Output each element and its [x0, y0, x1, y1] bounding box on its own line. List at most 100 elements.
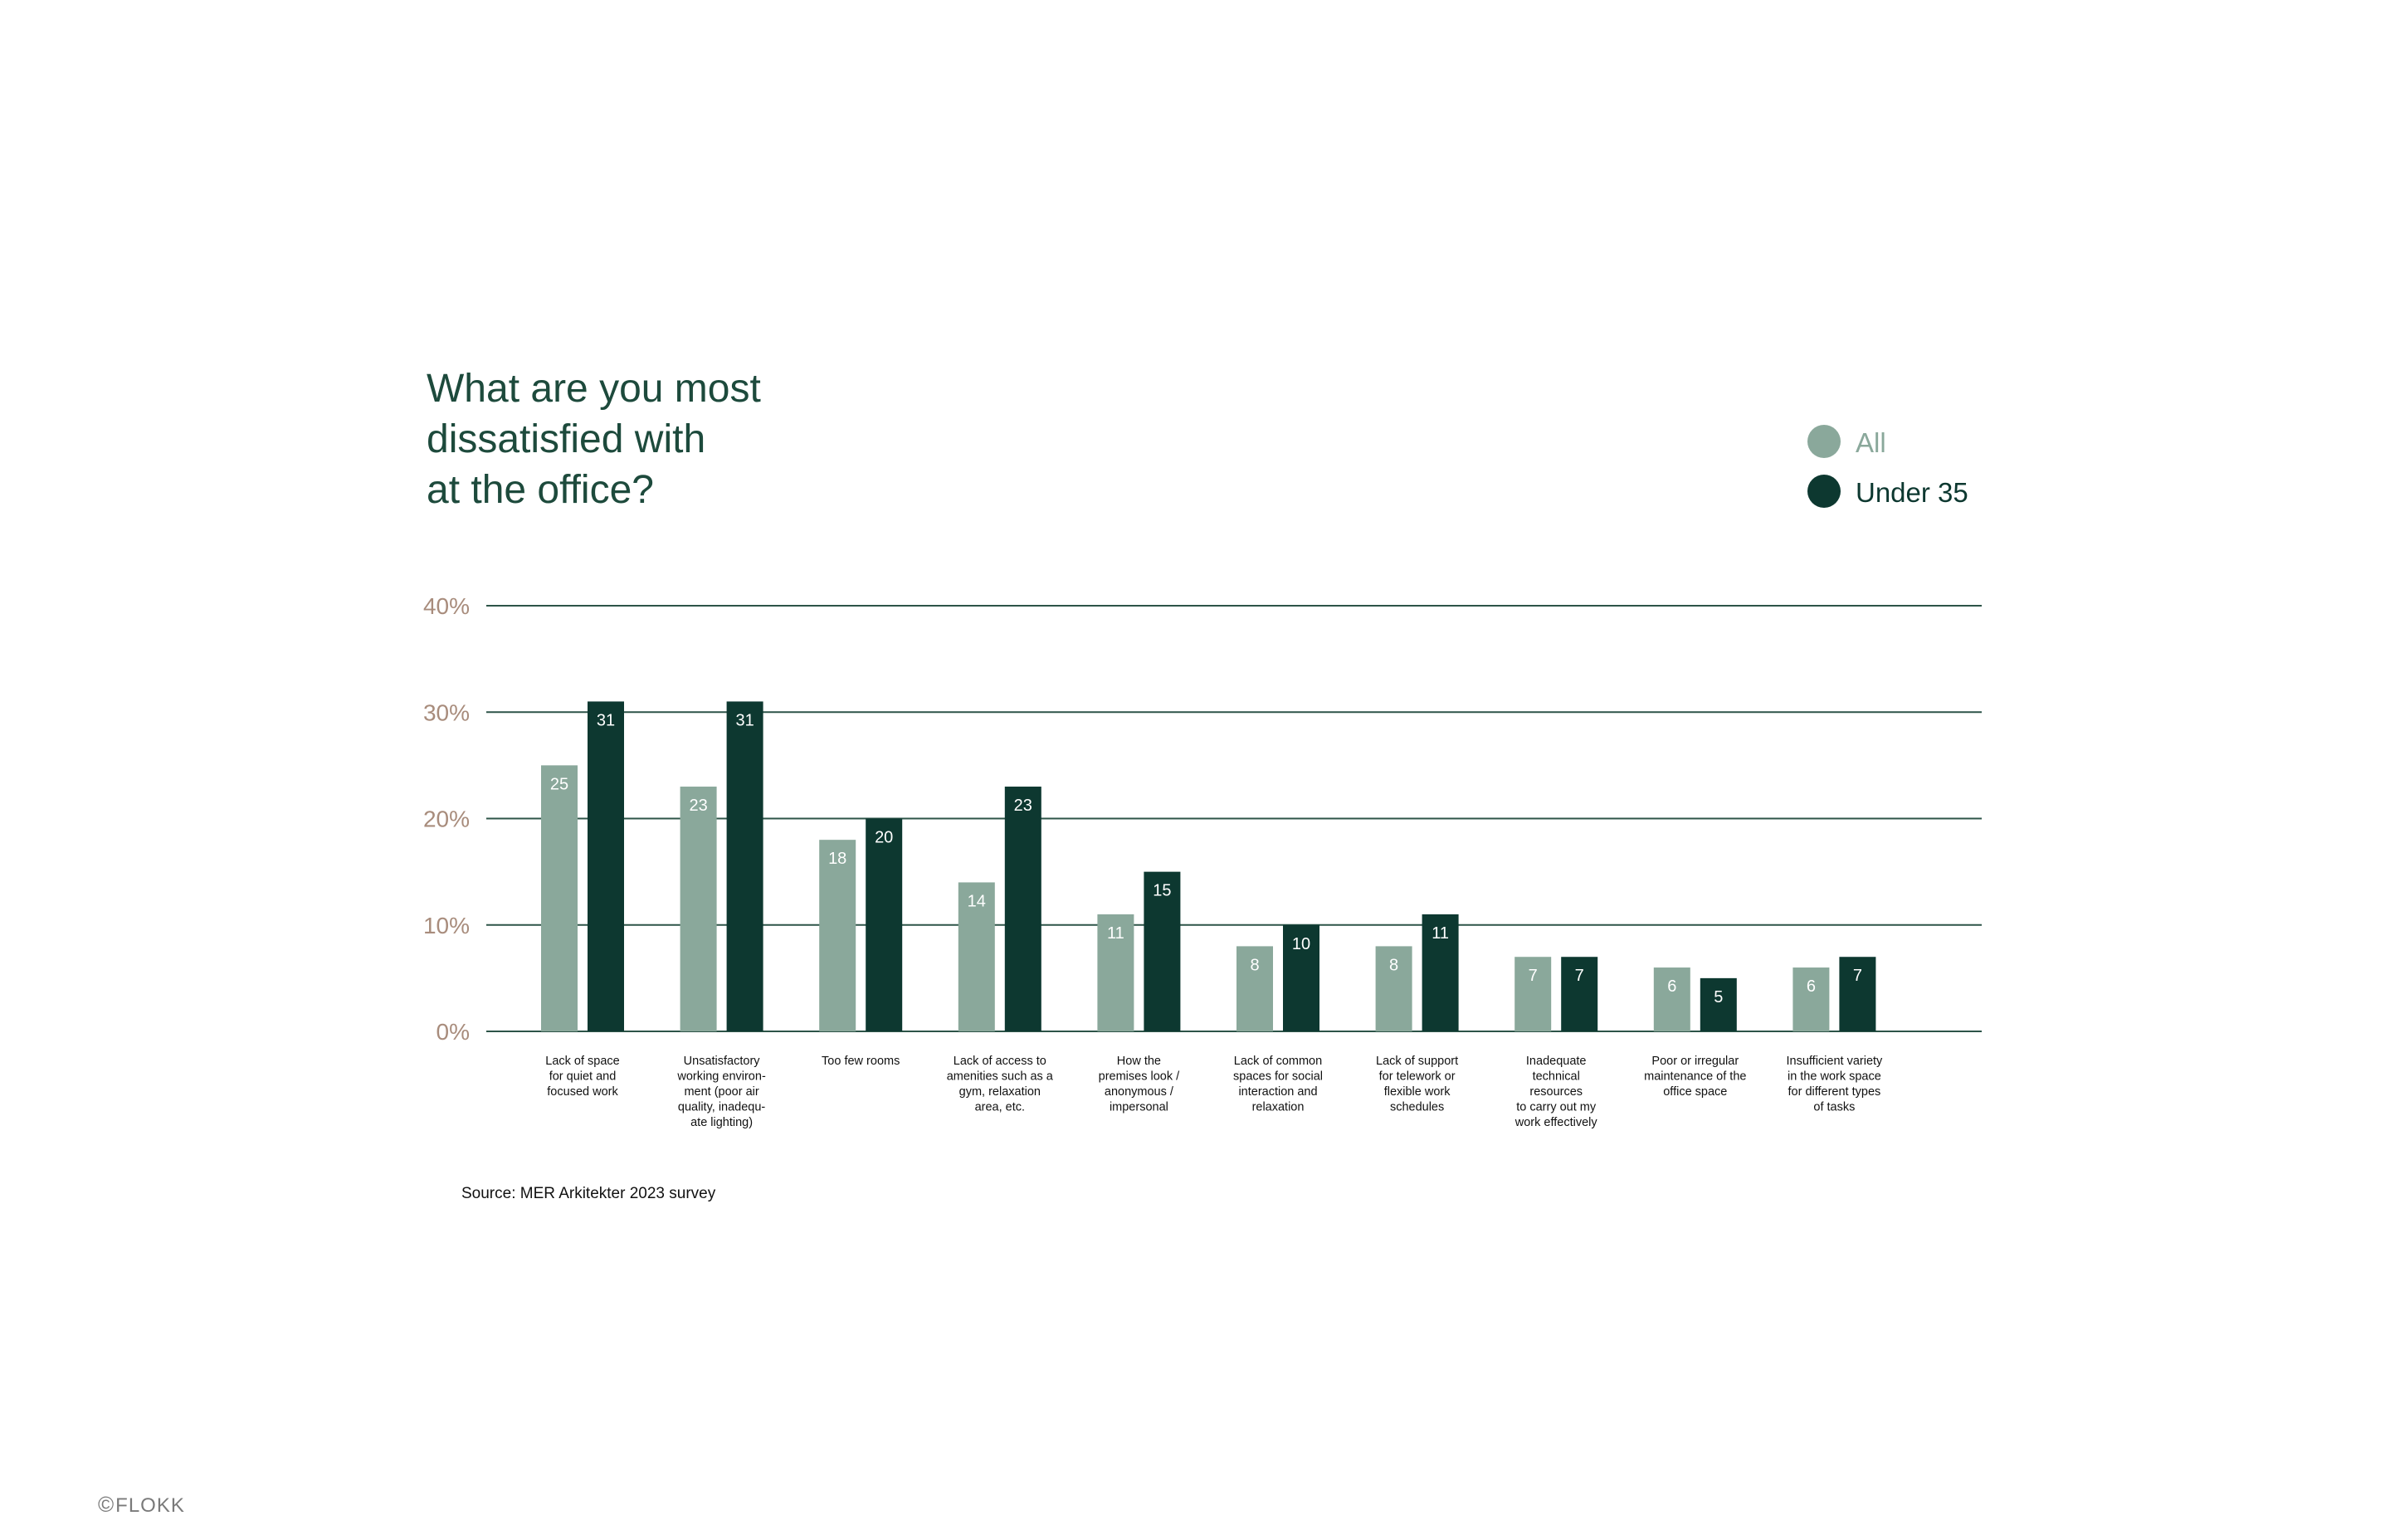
category-label-line: premises look / [1099, 1070, 1180, 1084]
bars [541, 701, 1876, 1031]
category-label-5: How the premises look / anonymous / imperso… [1099, 1055, 1180, 1114]
y-axis-ticks: 0% 10% 20% 30% 40% [423, 593, 470, 1045]
value-label-under-35-4: 23 [1014, 797, 1032, 815]
category-label-10: Insufficient variety in the work space for… [1787, 1055, 1884, 1114]
category-label-line: amenities such as a [947, 1070, 1054, 1084]
flokk-logo: ©FLOKK [98, 1492, 185, 1518]
bar-all-9 [1653, 967, 1690, 1031]
category-label-line: flexible work [1384, 1085, 1451, 1099]
bar-all-10 [1792, 967, 1830, 1031]
bar-all-8 [1514, 957, 1552, 1031]
logo-text: FLOKK [115, 1494, 185, 1517]
category-label-line: ate lighting) [690, 1116, 753, 1129]
legend-swatch-all [1807, 425, 1841, 458]
x-axis-category-labels: Lack of space for quiet and focused work Un… [545, 1055, 1883, 1129]
value-label-under-35-10: 7 [1853, 967, 1862, 985]
source-note: Source: MER Arkitekter 2023 survey [461, 1185, 716, 1202]
bar-under-35-10 [1839, 957, 1876, 1031]
bar-under-35-3 [866, 818, 903, 1031]
bar-value-labels: 25 31 23 31 18 20 14 23 11 15 8 10 8 11 7 7 6 5 6 7 [550, 711, 1862, 1006]
category-label-line: to carry out my [1516, 1101, 1597, 1114]
category-label-line: Lack of space [545, 1055, 619, 1068]
category-label-line: Too few rooms [822, 1055, 900, 1068]
category-label-line: for different types [1788, 1085, 1881, 1099]
y-tick-label-20: 20% [423, 807, 470, 832]
category-label-line: Lack of access to [954, 1055, 1046, 1068]
chart-title: What are you most dissatisfied with at t… [427, 363, 1173, 515]
category-label-line: working environ- [676, 1070, 766, 1084]
bar-under-35-6 [1283, 924, 1319, 1031]
category-label-2: Unsatisfactory working environ-ment (poor… [676, 1055, 766, 1129]
value-label-under-35-2: 31 [735, 711, 754, 729]
bar-all-3 [819, 840, 856, 1031]
category-label-line: area, etc. [975, 1101, 1025, 1114]
value-label-all-3: 18 [828, 850, 846, 868]
title-line-1: What are you most [427, 367, 761, 411]
title-line-2: dissatisfied with [427, 417, 706, 461]
category-label-line: resources [1529, 1085, 1583, 1099]
category-label-line: spaces for social [1233, 1070, 1323, 1084]
legend-swatch-under-35 [1807, 475, 1841, 508]
category-label-9: Poor or irregular maintenance of the offic… [1644, 1055, 1746, 1099]
value-label-under-35-5: 15 [1153, 882, 1171, 900]
category-label-line: Insufficient variety [1787, 1055, 1884, 1068]
category-label-3: Too few rooms [822, 1055, 900, 1068]
bar-under-35-7 [1422, 914, 1459, 1031]
value-label-all-10: 6 [1807, 977, 1816, 996]
category-label-6: Lack of common spaces for social interacti… [1233, 1055, 1323, 1114]
bar-under-35-5 [1144, 871, 1181, 1031]
category-label-line: impersonal [1110, 1101, 1168, 1114]
category-label-line: maintenance of the [1644, 1070, 1746, 1084]
bar-all-1 [541, 765, 578, 1031]
value-label-all-7: 8 [1389, 956, 1398, 974]
bar-under-35-2 [726, 701, 763, 1031]
category-label-line: of tasks [1813, 1101, 1855, 1114]
value-label-under-35-1: 31 [597, 711, 615, 729]
category-label-line: schedules [1390, 1101, 1444, 1114]
y-tick-label-10: 10% [423, 913, 470, 938]
category-label-4: Lack of access to amenities such as a gym,… [947, 1055, 1054, 1114]
category-label-line: Poor or irregular [1651, 1055, 1739, 1068]
value-label-all-2: 23 [689, 797, 707, 815]
y-tick-label-30: 30% [423, 699, 470, 725]
category-label-line: for telework or [1379, 1070, 1456, 1084]
category-label-line: interaction and [1238, 1085, 1317, 1099]
bar-under-35-4 [1004, 787, 1041, 1031]
category-label-line: Inadequate [1526, 1055, 1587, 1068]
y-tick-label-0: 0% [437, 1019, 470, 1045]
category-label-line: relaxation [1252, 1101, 1305, 1114]
category-label-line: Unsatisfactory [684, 1055, 761, 1068]
category-label-line: Lack of common [1234, 1055, 1322, 1068]
title-line-3: at the office? [427, 468, 654, 512]
category-label-line: office space [1663, 1085, 1727, 1099]
bar-all-5 [1097, 914, 1134, 1031]
category-label-line: in the work space [1788, 1070, 1881, 1084]
value-label-all-5: 11 [1107, 924, 1124, 943]
bar-all-4 [958, 882, 995, 1031]
bar-under-35-1 [588, 701, 624, 1031]
bar-under-35-9 [1700, 977, 1737, 1031]
value-label-all-8: 7 [1529, 967, 1538, 985]
category-label-line: How the [1117, 1055, 1161, 1068]
category-label-line: work effectively [1514, 1116, 1598, 1129]
value-label-under-35-6: 10 [1292, 935, 1310, 953]
category-label-line: Lack of support [1376, 1055, 1458, 1068]
copyright-mark: © [98, 1492, 115, 1517]
category-label-line: gym, relaxation [959, 1085, 1041, 1099]
category-label-line: for quiet and [549, 1070, 617, 1084]
value-label-under-35-7: 11 [1432, 924, 1449, 943]
value-label-under-35-8: 7 [1575, 967, 1584, 985]
category-label-line: focused work [547, 1085, 618, 1099]
bar-all-2 [680, 787, 717, 1031]
y-tick-label-40: 40% [423, 593, 470, 619]
legend-label-all: All [1856, 427, 1886, 458]
category-label-7: Lack of support for telework or flexible w… [1376, 1055, 1458, 1114]
category-label-1: Lack of space for quiet and focused work [545, 1055, 619, 1099]
value-label-all-9: 6 [1667, 977, 1676, 996]
bar-under-35-8 [1561, 957, 1598, 1031]
legend-label-under-35: Under 35 [1856, 477, 1968, 508]
value-label-all-4: 14 [968, 892, 986, 910]
bar-all-6 [1236, 946, 1273, 1031]
category-label-line: technical [1533, 1070, 1580, 1084]
